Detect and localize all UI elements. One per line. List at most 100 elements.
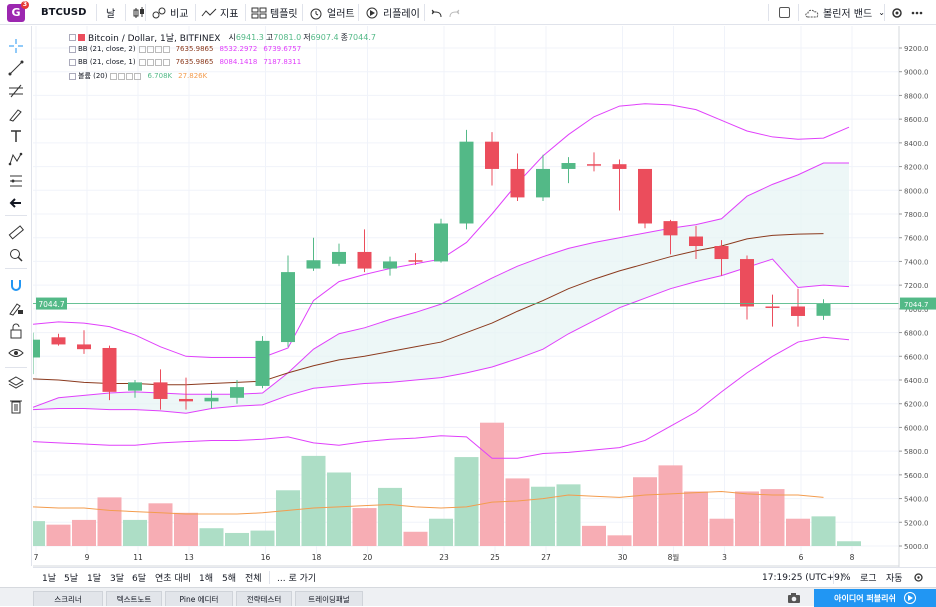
lock-drawings-tool[interactable] — [6, 322, 26, 340]
object-tree-tool[interactable] — [6, 374, 26, 392]
brush-tool[interactable] — [6, 105, 26, 123]
indicator-select[interactable]: 볼린저 밴드 ⌄ — [804, 0, 885, 25]
publish-idea-button[interactable]: 아이디어 퍼블리쉬 — [814, 589, 936, 607]
percent-toggle[interactable]: % — [842, 572, 851, 583]
compare-button[interactable]: 비교 — [151, 0, 188, 25]
eye-icon[interactable] — [138, 45, 146, 53]
clock-display[interactable]: 17:19:25 (UTC+9) — [762, 572, 844, 583]
bb1-legend: BB (21, close, 2) 7635.9865 8532.2972 67… — [69, 45, 301, 53]
templates-button[interactable]: 템플릿 — [251, 0, 298, 25]
layers-icon — [8, 376, 24, 389]
eye-icon[interactable] — [110, 72, 118, 80]
stay-in-drawing-tool[interactable] — [6, 299, 26, 317]
candle-body — [255, 340, 270, 386]
candle-body — [153, 382, 168, 399]
time-tick-label: 6 — [799, 553, 804, 562]
chart-type-button[interactable] — [132, 0, 146, 25]
ruler-tool[interactable] — [6, 223, 26, 241]
indicator-select-label: 볼린저 밴드 — [823, 9, 873, 20]
more-icon[interactable] — [162, 45, 170, 53]
range-5d[interactable]: 5날 — [64, 574, 79, 584]
redo-button[interactable] — [448, 0, 460, 25]
magnet-tool[interactable] — [6, 276, 26, 294]
undo-button[interactable] — [431, 0, 443, 25]
settings-button[interactable] — [890, 0, 904, 25]
user-badge[interactable]: G 3 — [7, 0, 29, 25]
settings-icon[interactable] — [146, 58, 154, 66]
tab-text-notes[interactable]: 텍스트노트 — [106, 591, 162, 606]
remove-drawings-tool[interactable] — [6, 397, 26, 415]
range-5y[interactable]: 5해 — [222, 574, 237, 584]
symbol-search[interactable]: BTCUSD — [41, 7, 87, 18]
more-icon[interactable] — [162, 58, 170, 66]
range-1m[interactable]: 1달 — [87, 574, 102, 584]
fib-tool[interactable] — [6, 82, 26, 100]
more-button[interactable] — [910, 0, 924, 25]
text-tool[interactable] — [6, 127, 26, 145]
zoom-tool[interactable] — [6, 246, 26, 264]
range-1y[interactable]: 1해 — [199, 574, 214, 584]
collapse-icon[interactable] — [69, 45, 76, 53]
prediction-tool[interactable] — [6, 172, 26, 190]
bb2-lower-value: 7187.8311 — [263, 58, 302, 66]
time-tick-label: 30 — [618, 553, 628, 562]
price-tick-label: 6200.0 — [904, 401, 929, 409]
top-toolbar: G 3 BTCUSD 날 비교 지표 템플릿 얼러트 리플레이 — [0, 0, 936, 25]
hide-drawings-tool[interactable] — [6, 344, 26, 362]
indicators-button[interactable]: 지표 — [201, 0, 238, 25]
tab-screener[interactable]: 스크리너 — [33, 591, 103, 606]
volume-bar — [123, 519, 147, 546]
close-icon[interactable] — [126, 72, 134, 80]
gear-icon — [892, 7, 902, 18]
back-tool[interactable] — [6, 194, 26, 212]
time-tick-label: 23 — [439, 553, 449, 562]
close-icon[interactable] — [154, 45, 162, 53]
tab-pine-editor[interactable]: Pine 에디터 — [165, 591, 233, 606]
candle-body — [306, 260, 321, 269]
volume-bar — [505, 478, 530, 546]
close-icon[interactable] — [154, 58, 162, 66]
price-tick-label: 8800.0 — [904, 92, 929, 100]
collapse-icon[interactable] — [69, 58, 76, 66]
auto-toggle[interactable]: 자동 — [886, 574, 903, 584]
pattern-tool[interactable] — [6, 150, 26, 168]
log-toggle[interactable]: 로그 — [860, 574, 877, 584]
templates-icon — [251, 7, 267, 18]
replay-button[interactable]: 리플레이 — [364, 0, 420, 25]
candle-body — [791, 306, 805, 316]
trendline-tool[interactable] — [6, 59, 26, 77]
crosshair-tool[interactable] — [6, 37, 26, 55]
snapshot-button[interactable] — [787, 590, 801, 605]
settings-icon[interactable] — [118, 72, 126, 80]
price-chart[interactable]: 7044.7 9200.0 9000.0 8800.0 8600.0 8400.0 8200… — [33, 26, 936, 567]
gear-icon — [914, 573, 923, 582]
range-1d[interactable]: 1날 — [42, 574, 57, 584]
range-all[interactable]: 전체 — [245, 574, 262, 584]
range-3m[interactable]: 3달 — [110, 574, 125, 584]
range-6m[interactable]: 6달 — [132, 574, 147, 584]
interval-button[interactable]: 날 — [106, 9, 116, 20]
price-tick-label: 5600.0 — [904, 472, 929, 480]
text-icon — [11, 130, 21, 142]
goto-date[interactable]: ... 로 가기 — [277, 574, 317, 584]
fullscreen-toggle[interactable] — [779, 0, 790, 25]
price-tick-label: 7400.0 — [904, 258, 929, 266]
volume-bar — [378, 487, 402, 546]
collapse-icon[interactable] — [69, 34, 76, 41]
tab-strategy-tester[interactable]: 전략테스터 — [236, 591, 292, 606]
alerts-button[interactable]: 얼러트 — [308, 0, 355, 25]
axis-settings-button[interactable] — [913, 568, 924, 587]
settings-icon[interactable] — [146, 45, 154, 53]
collapse-icon[interactable] — [69, 72, 76, 80]
price-tick-label: 7600.0 — [904, 235, 929, 243]
main-series-legend: Bitcoin / Dollar, 1날, BITFINEX 시 6941.3 고… — [69, 31, 376, 44]
volume-bar — [352, 508, 377, 546]
more-icon[interactable] — [134, 72, 142, 80]
tab-trading-panel[interactable]: 트레이딩패널 — [295, 591, 363, 606]
open-value: 6941.3 — [235, 33, 264, 42]
drawing-toolbar — [0, 26, 32, 566]
eye-icon[interactable] — [138, 58, 146, 66]
range-ytd[interactable]: 연초 대비 — [155, 574, 191, 584]
chart-pane[interactable]: 7044.7 9200.0 9000.0 8800.0 8600.0 8400.0 8200… — [33, 26, 936, 567]
candle-icon — [133, 6, 144, 18]
